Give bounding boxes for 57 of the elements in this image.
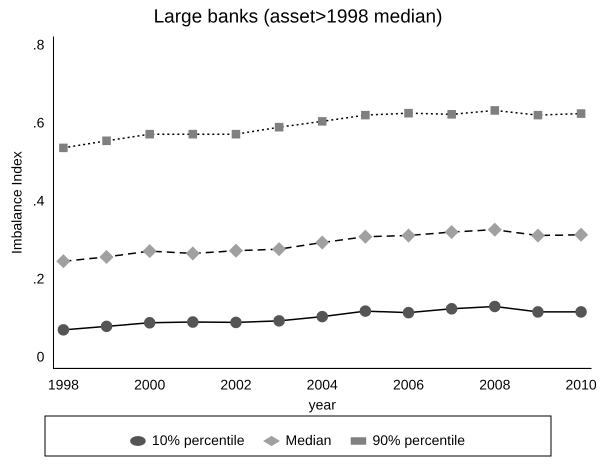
point [142,244,156,258]
point [534,110,542,120]
point [59,144,68,152]
y-axis-title: Imbalance Index [8,151,24,254]
point [402,306,414,318]
point [273,315,285,327]
point [318,117,327,126]
chart-title: Large banks (asset>1998 median) [154,6,442,28]
point [315,236,329,250]
point [404,108,413,118]
y-tick-label: .8 [32,36,45,53]
y-tick-label: 0 [36,348,45,364]
x-tick-label: 2008 [479,376,511,393]
y-tick-label: .4 [32,192,45,208]
point [447,110,456,119]
x-tick-label: 2010 [566,376,597,393]
point [360,305,372,317]
point [274,122,284,132]
point [272,242,286,256]
point [444,225,458,239]
point [490,106,500,115]
point [316,310,328,322]
point [229,244,243,258]
point [402,228,416,242]
point [532,306,544,318]
point [144,317,156,329]
point [56,254,70,268]
y-tick-label: .6 [32,114,45,131]
x-tick-label: 2000 [134,376,166,393]
x-tick-label: 2004 [306,376,338,393]
point [488,222,502,236]
legend-label: Median [286,432,332,448]
point [230,316,242,328]
y-tick-label: .2 [32,270,45,286]
point [145,130,154,138]
point [100,250,114,264]
point [531,228,545,242]
point [358,230,372,244]
legend-label: 10% percentile [152,432,245,448]
point [187,316,199,328]
x-tick-label: 2006 [392,376,424,393]
point [102,136,111,146]
point [100,320,112,332]
legend-label: 90% percentile [372,432,466,448]
point [575,306,587,318]
point [446,303,458,315]
point [361,110,370,120]
point [576,109,586,118]
point [188,130,198,138]
x-tick-label: 2002 [220,376,252,393]
point [489,300,501,312]
point [232,130,240,138]
x-tick-label: 1998 [48,376,80,393]
x-axis-title: year [308,396,336,412]
point [186,246,200,260]
point [58,324,70,336]
point [574,228,588,242]
